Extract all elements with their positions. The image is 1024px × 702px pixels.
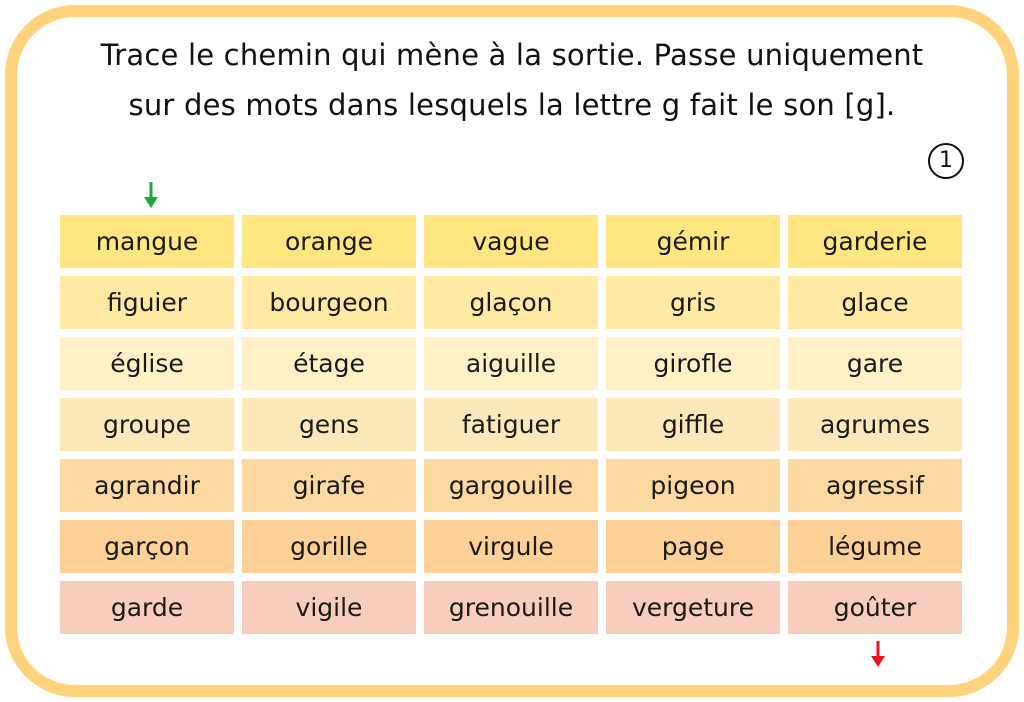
maze-cell[interactable]: garderie (788, 215, 962, 268)
maze-cell[interactable]: gris (606, 276, 780, 329)
maze-cell[interactable]: bourgeon (242, 276, 416, 329)
maze-cell[interactable]: gens (242, 398, 416, 451)
maze-cell[interactable]: gorille (242, 520, 416, 573)
maze-cell[interactable]: gargouille (424, 459, 598, 512)
maze-cell[interactable]: vergeture (606, 581, 780, 634)
maze-cell[interactable]: vague (424, 215, 598, 268)
maze-cell[interactable]: glace (788, 276, 962, 329)
instructions-line-1: Trace le chemin qui mène à la sortie. Pa… (100, 38, 924, 72)
instructions: Trace le chemin qui mène à la sortie. Pa… (0, 30, 1024, 130)
maze-cell[interactable]: grenouille (424, 581, 598, 634)
maze-cell[interactable]: girofle (606, 337, 780, 390)
maze-cell[interactable]: légume (788, 520, 962, 573)
maze-cell[interactable]: gémir (606, 215, 780, 268)
maze-cell[interactable]: vigile (242, 581, 416, 634)
maze-cell[interactable]: mangue (60, 215, 234, 268)
maze-cell[interactable]: orange (242, 215, 416, 268)
exercise-number-badge: 1 (928, 143, 964, 179)
maze-cell[interactable]: gare (788, 337, 962, 390)
exit-arrow-icon (871, 641, 885, 667)
maze-cell[interactable]: figuier (60, 276, 234, 329)
maze-cell[interactable]: glaçon (424, 276, 598, 329)
maze-cell[interactable]: giffle (606, 398, 780, 451)
maze-cell[interactable]: église (60, 337, 234, 390)
maze-cell[interactable]: fatiguer (424, 398, 598, 451)
maze-cell[interactable]: girafe (242, 459, 416, 512)
maze-cell[interactable]: aiguille (424, 337, 598, 390)
maze-cell[interactable]: garçon (60, 520, 234, 573)
maze-grid: mangue orange vague gémir garderie figui… (60, 215, 963, 634)
instructions-line-2: sur des mots dans lesquels la lettre g f… (128, 88, 896, 122)
maze-cell[interactable]: agrumes (788, 398, 962, 451)
maze-cell[interactable]: étage (242, 337, 416, 390)
maze-cell[interactable]: page (606, 520, 780, 573)
maze-cell[interactable]: pigeon (606, 459, 780, 512)
maze-cell[interactable]: agressif (788, 459, 962, 512)
start-arrow-icon (144, 182, 158, 208)
maze-cell[interactable]: virgule (424, 520, 598, 573)
maze-cell[interactable]: garde (60, 581, 234, 634)
maze-cell[interactable]: groupe (60, 398, 234, 451)
maze-cell[interactable]: goûter (788, 581, 962, 634)
maze-cell[interactable]: agrandir (60, 459, 234, 512)
